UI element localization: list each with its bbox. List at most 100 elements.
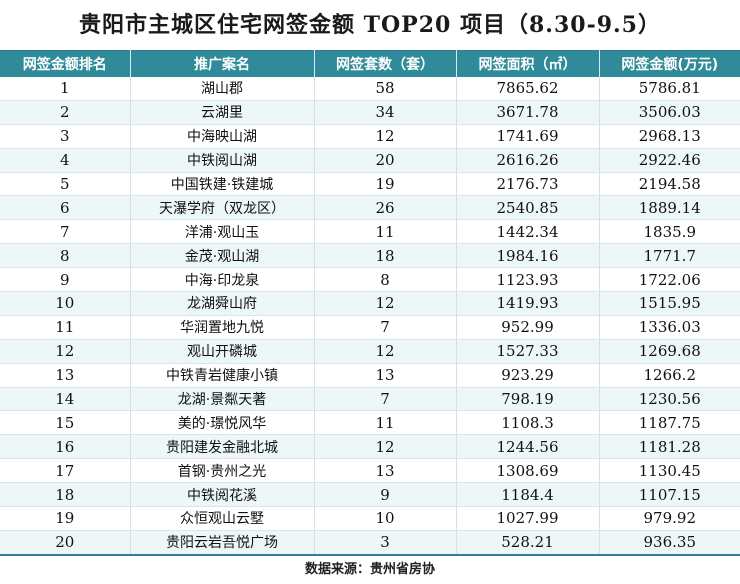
- amount-cell: 1269.68: [598, 339, 740, 364]
- project-name-cell: 云湖里: [129, 100, 314, 125]
- table-row: 7 洋浦·观山玉 11 1442.34 1835.9: [0, 219, 740, 245]
- table-body: 1 湖山郡 58 7865.62 5786.81 2 云湖里 34 3671.78 3506.03…: [0, 77, 740, 556]
- amount-cell: 3506.03: [598, 100, 740, 125]
- project-name-cell: 首钢·贵州之光: [129, 458, 314, 484]
- rank-cell: 11: [0, 315, 130, 340]
- units-cell: 58: [313, 77, 456, 101]
- project-name-cell: 龙湖·景粼天著: [129, 387, 314, 412]
- area-cell: 2540.85: [455, 195, 599, 221]
- area-cell: 528.21: [455, 530, 599, 556]
- table-row: 18 中铁阅花溪 9 1184.4 1107.15: [0, 482, 740, 508]
- project-name-cell: 湖山郡: [129, 77, 314, 101]
- units-cell: 7: [313, 387, 456, 412]
- area-cell: 1308.69: [455, 458, 599, 484]
- area-cell: 1741.69: [455, 124, 599, 149]
- area-cell: 923.29: [455, 363, 599, 388]
- units-cell: 19: [313, 172, 456, 197]
- amount-cell: 5786.81: [598, 77, 740, 101]
- area-cell: 1442.34: [455, 219, 599, 245]
- table-row: 4 中铁阅山湖 20 2616.26 2922.46: [0, 148, 740, 173]
- rank-cell: 18: [0, 482, 130, 508]
- area-cell: 7865.62: [455, 77, 599, 101]
- amount-cell: 1187.75: [598, 410, 740, 436]
- table-row: 2 云湖里 34 3671.78 3506.03: [0, 100, 740, 125]
- units-cell: 13: [313, 458, 456, 484]
- project-name-cell: 中铁阅花溪: [129, 482, 314, 508]
- table-row: 14 龙湖·景粼天著 7 798.19 1230.56: [0, 387, 740, 412]
- amount-cell: 1515.95: [598, 291, 740, 316]
- units-cell: 18: [313, 243, 456, 269]
- units-cell: 12: [313, 124, 456, 149]
- project-name-cell: 观山开磷城: [129, 339, 314, 364]
- column-header-project: 推广案名: [129, 50, 314, 77]
- units-cell: 12: [313, 291, 456, 316]
- column-header-units: 网签套数（套）: [313, 50, 456, 77]
- units-cell: 7: [313, 315, 456, 340]
- rank-cell: 12: [0, 339, 130, 364]
- units-cell: 13: [313, 363, 456, 388]
- area-cell: 1984.16: [455, 243, 599, 269]
- area-cell: 1244.56: [455, 434, 599, 460]
- rank-cell: 15: [0, 410, 130, 436]
- project-name-cell: 中铁青岩健康小镇: [129, 363, 314, 388]
- project-name-cell: 美的·璟悦风华: [129, 410, 314, 436]
- units-cell: 8: [313, 267, 456, 293]
- table-row: 13 中铁青岩健康小镇 13 923.29 1266.2: [0, 363, 740, 388]
- amount-cell: 1722.06: [598, 267, 740, 293]
- table-header-row: 网签金额排名 推广案名 网签套数（套） 网签面积（㎡） 网签金额(万元): [0, 50, 740, 77]
- rank-cell: 9: [0, 267, 130, 293]
- project-name-cell: 贵阳云岩吾悦广场: [129, 530, 314, 556]
- rank-cell: 5: [0, 172, 130, 197]
- project-name-cell: 天瀑学府（双龙区）: [129, 195, 314, 221]
- data-source-note: 数据来源：贵州省房协: [304, 561, 435, 577]
- project-name-cell: 洋浦·观山玉: [129, 219, 314, 245]
- amount-cell: 1771.7: [598, 243, 740, 269]
- amount-cell: 1181.28: [598, 434, 740, 460]
- table-row: 12 观山开磷城 12 1527.33 1269.68: [0, 339, 740, 364]
- project-name-cell: 中国铁建·铁建城: [129, 172, 314, 197]
- amount-cell: 1107.15: [598, 482, 740, 508]
- ranking-table: 网签金额排名 推广案名 网签套数（套） 网签面积（㎡） 网签金额(万元) 1 湖山…: [0, 50, 740, 556]
- rank-cell: 16: [0, 434, 130, 460]
- rank-cell: 17: [0, 458, 130, 484]
- amount-cell: 1230.56: [598, 387, 740, 412]
- units-cell: 11: [313, 219, 456, 245]
- area-cell: 1527.33: [455, 339, 599, 364]
- amount-cell: 936.35: [598, 530, 740, 556]
- rank-cell: 13: [0, 363, 130, 388]
- rank-cell: 1: [0, 77, 130, 101]
- table-row: 10 龙湖舜山府 12 1419.93 1515.95: [0, 291, 740, 316]
- area-cell: 1419.93: [455, 291, 599, 316]
- table-row: 11 华润置地九悦 7 952.99 1336.03: [0, 315, 740, 340]
- rank-cell: 7: [0, 219, 130, 245]
- table-row: 9 中海·印龙泉 8 1123.93 1722.06: [0, 267, 740, 293]
- table-row: 3 中海映山湖 12 1741.69 2968.13: [0, 124, 740, 149]
- amount-cell: 1130.45: [598, 458, 740, 484]
- units-cell: 11: [313, 410, 456, 436]
- rank-cell: 8: [0, 243, 130, 269]
- units-cell: 10: [313, 506, 456, 531]
- project-name-cell: 龙湖舜山府: [129, 291, 314, 316]
- rank-cell: 6: [0, 195, 130, 221]
- project-name-cell: 中海·印龙泉: [129, 267, 314, 293]
- amount-cell: 1835.9: [598, 219, 740, 245]
- table-row: 8 金茂·观山湖 18 1984.16 1771.7: [0, 243, 740, 269]
- area-cell: 1123.93: [455, 267, 599, 293]
- area-cell: 1108.3: [455, 410, 599, 436]
- rank-cell: 3: [0, 124, 130, 149]
- table-row: 6 天瀑学府（双龙区） 26 2540.85 1889.14: [0, 195, 740, 221]
- report-page: 贵阳市主城区住宅网签金额 TOP20 项目（8.30-9.5） 网签金额排名 推…: [0, 12, 740, 577]
- table-row: 15 美的·璟悦风华 11 1108.3 1187.75: [0, 410, 740, 436]
- table-row: 16 贵阳建发金融北城 12 1244.56 1181.28: [0, 434, 740, 460]
- table-row: 17 首钢·贵州之光 13 1308.69 1130.45: [0, 458, 740, 484]
- amount-cell: 1889.14: [598, 195, 740, 221]
- area-cell: 2616.26: [455, 148, 599, 173]
- area-cell: 2176.73: [455, 172, 599, 197]
- units-cell: 12: [313, 434, 456, 460]
- units-cell: 12: [313, 339, 456, 364]
- page-title: 贵阳市主城区住宅网签金额 TOP20 项目（8.30-9.5）: [78, 12, 661, 38]
- project-name-cell: 金茂·观山湖: [129, 243, 314, 269]
- rank-cell: 4: [0, 148, 130, 173]
- project-name-cell: 华润置地九悦: [129, 315, 314, 340]
- project-name-cell: 众恒观山云墅: [129, 506, 314, 531]
